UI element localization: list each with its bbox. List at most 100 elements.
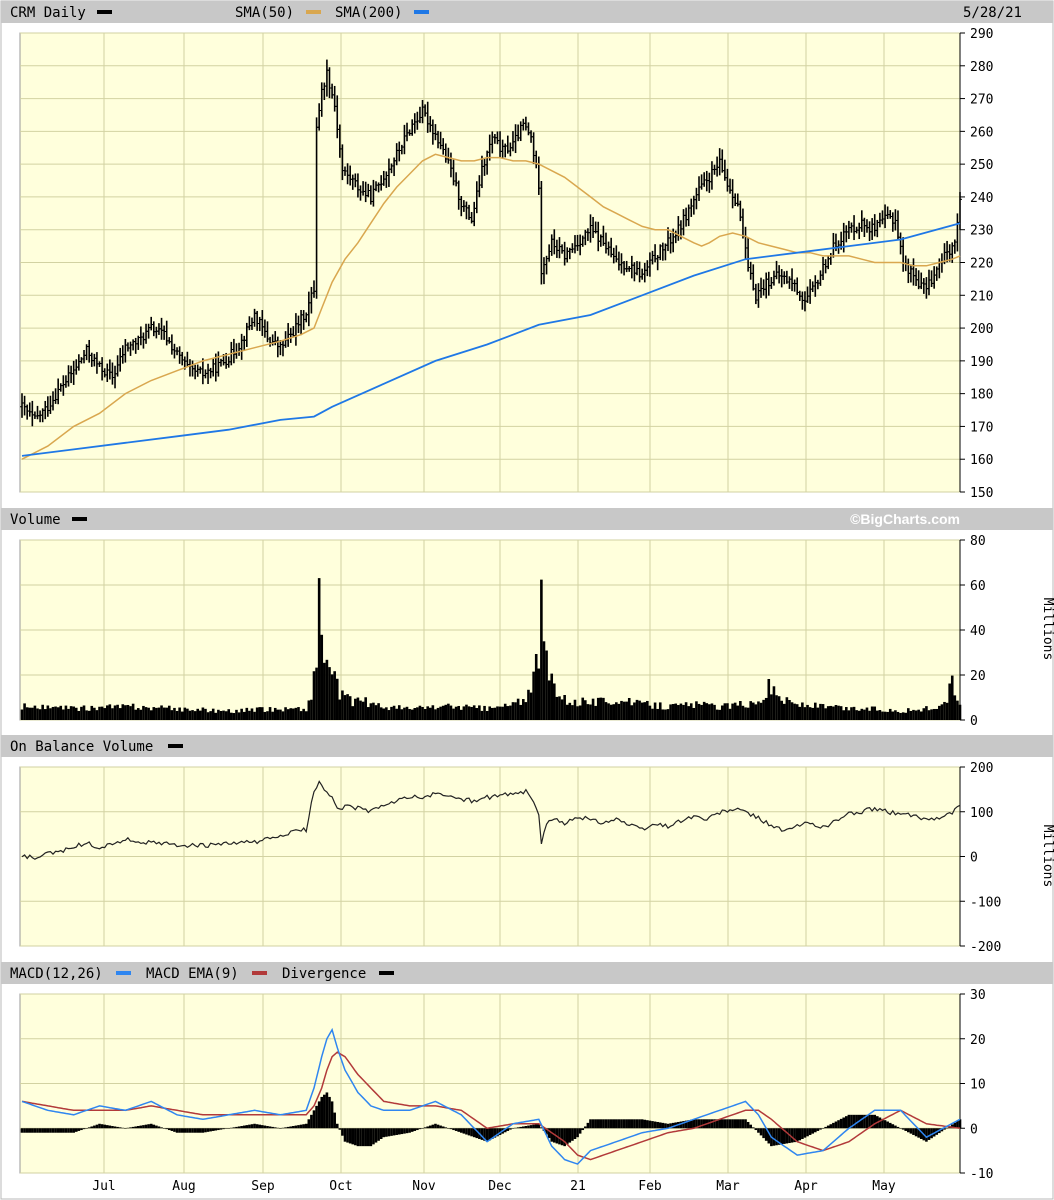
volume-bar — [788, 700, 791, 720]
volume-bar — [100, 706, 104, 720]
volume-bar — [782, 703, 786, 720]
sma200-label: SMA(200) — [335, 5, 402, 21]
volume-bar — [744, 707, 747, 720]
volume-bar — [403, 707, 406, 720]
divergence-bar — [524, 1126, 528, 1129]
divergence-bar — [790, 1128, 794, 1143]
volume-bar — [870, 706, 874, 720]
volume-bar — [749, 701, 752, 720]
volume-bar — [361, 701, 365, 720]
volume-bar — [478, 705, 481, 720]
divergence-bar — [702, 1119, 706, 1129]
divergence-bar — [28, 1128, 32, 1133]
volume-bar — [359, 700, 362, 720]
divergence-bar — [470, 1128, 473, 1137]
volume-bar — [488, 706, 492, 720]
divergence-bar — [586, 1122, 590, 1129]
divergence-bar — [684, 1120, 688, 1129]
volume-bar — [620, 700, 623, 720]
volume-bar — [475, 708, 479, 720]
volume-bar — [346, 694, 349, 720]
volume-bar — [201, 707, 205, 720]
divergence-bar — [813, 1128, 817, 1133]
divergence-bar — [635, 1119, 639, 1129]
divergence-bar — [806, 1128, 809, 1137]
divergence-bar — [191, 1128, 194, 1133]
divergence-bar — [782, 1128, 786, 1144]
volume-y-tick-label: 80 — [970, 534, 986, 549]
volume-bar — [126, 704, 130, 720]
volume-bar — [294, 707, 298, 720]
divergence-bar — [188, 1128, 192, 1133]
divergence-bar — [571, 1128, 574, 1141]
divergence-bar — [733, 1119, 737, 1129]
volume-bar — [209, 711, 212, 720]
divergence-bar — [899, 1128, 902, 1129]
volume-bar — [356, 697, 360, 720]
volume-bar — [93, 707, 96, 720]
volume-bar — [591, 698, 595, 720]
divergence-bar — [56, 1128, 60, 1133]
divergence-bar — [930, 1128, 933, 1139]
volume-bar — [354, 698, 357, 720]
volume-bar — [584, 700, 587, 720]
volume-bar — [558, 696, 561, 720]
volume-bar — [147, 707, 150, 720]
volume-bar — [49, 708, 52, 720]
divergence-bar — [157, 1126, 161, 1129]
volume-bar — [718, 709, 721, 720]
divergence-bar — [377, 1128, 380, 1141]
volume-bar — [493, 707, 497, 720]
volume-bar — [144, 707, 148, 720]
volume-bar — [522, 699, 525, 720]
divergence-bar — [421, 1128, 424, 1129]
volume-bar — [328, 667, 331, 720]
volume-bar — [423, 709, 427, 720]
x-tick-label-21: 21 — [570, 1179, 586, 1194]
divergence-bar — [537, 1123, 541, 1129]
price-panel: 150 160 170 180 190 200 210 220 230 240 250 260 270 2… — [19, 27, 993, 501]
volume-bar — [186, 708, 189, 720]
volume-bar — [178, 707, 181, 720]
divergence-bar — [622, 1119, 626, 1129]
divergence-bar — [245, 1125, 249, 1129]
x-tick-label-apr: Apr — [794, 1179, 818, 1194]
volume-bar — [351, 706, 355, 720]
divergence-bar — [638, 1119, 641, 1129]
divergence-bar — [41, 1128, 44, 1133]
divergence-bar — [731, 1119, 734, 1129]
volume-bar — [524, 702, 528, 720]
volume-bar — [661, 709, 665, 720]
volume-bar — [131, 703, 135, 720]
volume-bar — [439, 706, 442, 720]
divergence-bar — [490, 1128, 494, 1139]
divergence-bar — [379, 1128, 383, 1139]
volume-bar — [728, 708, 732, 720]
divergence-bar — [459, 1128, 463, 1133]
divergence-bar — [710, 1119, 714, 1129]
volume-bar — [173, 707, 176, 720]
divergence-bar — [317, 1101, 321, 1129]
price-y-tick-label: 210 — [970, 289, 993, 304]
volume-y-tick-label: 20 — [970, 669, 986, 684]
volume-bar — [516, 698, 520, 720]
volume-bar — [547, 680, 551, 720]
divergence-bar — [25, 1128, 29, 1133]
volume-bar — [563, 695, 566, 720]
volume-bar — [658, 702, 662, 720]
volume-bar — [374, 705, 378, 720]
volume-bar — [741, 705, 745, 720]
volume-bar — [612, 704, 616, 720]
divergence-bar — [366, 1128, 370, 1147]
volume-bar — [175, 710, 179, 720]
divergence-bar — [718, 1119, 721, 1129]
volume-bar — [938, 705, 941, 720]
divergence-bar — [227, 1128, 231, 1129]
volume-bar — [434, 709, 437, 720]
divergence-bar — [527, 1125, 530, 1129]
volume-bar — [248, 710, 251, 720]
volume-bar — [90, 705, 94, 720]
volume-bar — [646, 700, 649, 720]
divergence-bar — [465, 1128, 468, 1135]
volume-bar — [286, 709, 290, 720]
